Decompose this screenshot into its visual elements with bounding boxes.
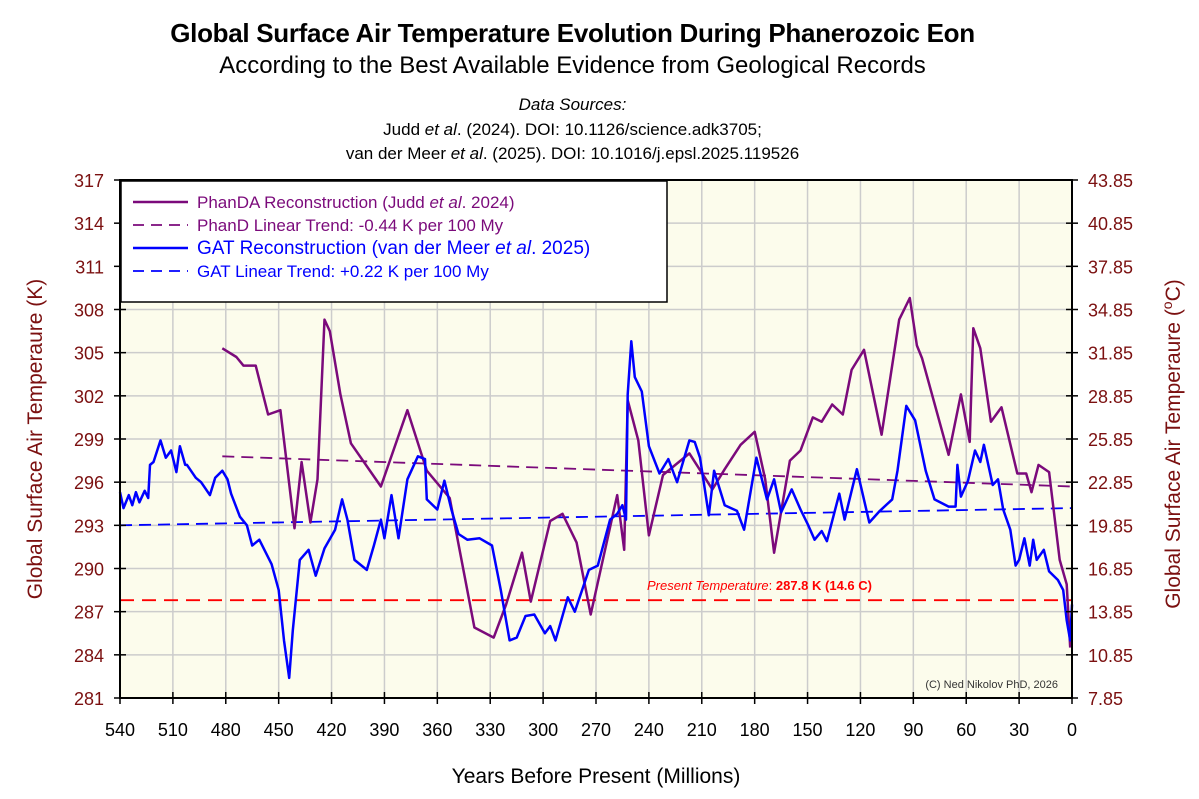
legend-entry-etal: et al <box>429 193 462 212</box>
source-judd-author: Judd <box>383 120 425 139</box>
legend: PhanDA Reconstruction (Judd et al. 2024)… <box>120 180 668 303</box>
series-line-gat <box>118 339 1074 680</box>
present-label-italic: Present Temperature <box>647 578 769 593</box>
y2-tick-label: 10.85 <box>1088 646 1133 666</box>
y2-tick-label: 37.85 <box>1088 257 1133 277</box>
x-tick-label: 0 <box>1067 720 1077 740</box>
y2-tick-label: 22.85 <box>1088 473 1133 493</box>
y-tick-label: 281 <box>74 689 104 709</box>
x-tick-label: 540 <box>105 720 135 740</box>
data-sources-label: Data Sources: <box>518 95 627 114</box>
y2-tick-label: 40.85 <box>1088 214 1133 234</box>
y-axis-title-right: Global Surface Air Temperaure (oC) <box>1159 279 1185 609</box>
y-tick-label: 308 <box>74 301 104 321</box>
x-axis-title: Years Before Present (Millions) <box>452 765 741 788</box>
legend-entry-etal: et al <box>495 238 532 259</box>
y-tick-label: 290 <box>74 560 104 580</box>
x-tick-label: 450 <box>264 720 294 740</box>
y2-tick-label: 28.85 <box>1088 387 1133 407</box>
series-line-gat_trend <box>119 507 1073 527</box>
y2-tick-label: 19.85 <box>1088 516 1133 536</box>
series-layer <box>118 296 1074 680</box>
legend-entry: PhanDA Reconstruction (Judd et al. 2024) <box>197 193 515 212</box>
source-judd-etal: et al <box>424 120 457 139</box>
y-tick-label: 311 <box>75 257 104 277</box>
y2-tick-label: 16.85 <box>1088 560 1133 580</box>
source-judd-doi: . (2024). DOI: 10.1126/science.adk3705; <box>456 120 762 139</box>
y2-tick-label: 7.85 <box>1088 689 1123 709</box>
legend-entry: GAT Linear Trend: +0.22 K per 100 My <box>197 262 489 281</box>
y2-tick-label: 31.85 <box>1088 344 1133 364</box>
x-tick-label: 360 <box>422 720 452 740</box>
x-tick-label: 390 <box>369 720 399 740</box>
source-judd: Judd et al. (2024). DOI: 10.1126/science… <box>0 120 1145 140</box>
x-tick-label: 30 <box>1009 720 1029 740</box>
x-tick-label: 210 <box>687 720 717 740</box>
y2-tick-label: 13.85 <box>1088 603 1133 623</box>
y-tick-label: 287 <box>74 603 104 623</box>
y-tick-label: 284 <box>74 646 104 666</box>
source-vandermeer: van der Meer et al. (2025). DOI: 10.1016… <box>0 144 1145 164</box>
present-temperature-label: Present Temperature: 287.8 K (14.6 C) <box>647 578 872 593</box>
y2-title-unit: C) <box>1162 279 1185 301</box>
y-tick-label: 305 <box>74 344 104 364</box>
x-tick-label: 240 <box>634 720 664 740</box>
y2-tick-label: 25.85 <box>1088 430 1133 450</box>
legend-entry-text: PhanD Linear Trend: -0.44 K per 100 My <box>197 216 504 235</box>
y2-title-degree: o <box>1159 301 1175 309</box>
y2-title-text: Global Surface Air Temperaure ( <box>1162 309 1185 609</box>
legend-entry: GAT Reconstruction (van der Meer et al. … <box>197 238 590 259</box>
source-vandermeer-etal: et al <box>450 144 483 163</box>
copyright-note: (C) Ned Nikolov PhD, 2026 <box>925 679 1058 691</box>
y2-tick-label: 34.85 <box>1088 301 1133 321</box>
y-tick-label: 296 <box>74 473 104 493</box>
x-tick-label: 300 <box>528 720 558 740</box>
source-vandermeer-doi: . (2025). DOI: 10.1016/j.epsl.2025.11952… <box>482 144 800 163</box>
legend-entry-text: PhanDA Reconstruction (Judd <box>197 193 429 212</box>
x-tick-label: 480 <box>211 720 241 740</box>
x-tick-label: 60 <box>956 720 976 740</box>
y-tick-label: 302 <box>74 387 104 407</box>
legend-entry: PhanD Linear Trend: -0.44 K per 100 My <box>197 216 504 235</box>
x-tick-label: 270 <box>581 720 611 740</box>
legend-entry-text: GAT Reconstruction (van der Meer <box>197 238 495 259</box>
x-tick-label: 420 <box>317 720 347 740</box>
chart-subtitle: According to the Best Available Evidence… <box>219 52 926 79</box>
x-tick-label: 150 <box>793 720 823 740</box>
y-tick-label: 314 <box>74 214 104 234</box>
source-vandermeer-author: van der Meer <box>345 144 451 163</box>
chart-title: Global Surface Air Temperature Evolution… <box>170 18 975 48</box>
x-tick-label: 330 <box>475 720 505 740</box>
y-tick-label: 299 <box>74 430 104 450</box>
x-tick-label: 510 <box>158 720 188 740</box>
ticks: 540 510 480 450 420 390 360 330 300 270 240 210 180 1… <box>74 171 1133 740</box>
x-tick-label: 90 <box>903 720 923 740</box>
legend-entry-text: GAT Linear Trend: +0.22 K per 100 My <box>197 262 489 281</box>
present-label-colon: : <box>769 578 776 593</box>
legend-box <box>120 180 668 303</box>
legend-entry-year: . 2024) <box>462 193 515 212</box>
y2-tick-label: 43.85 <box>1088 171 1133 191</box>
present-label-value: 287.8 K (14.6 C) <box>776 578 872 593</box>
y-tick-label: 317 <box>74 171 104 191</box>
y-tick-label: 293 <box>74 516 104 536</box>
legend-entry-year: . 2025) <box>531 238 590 259</box>
y-axis-title-left: Global Surface Air Temperaure (K) <box>24 279 47 600</box>
x-tick-label: 180 <box>740 720 770 740</box>
x-tick-label: 120 <box>845 720 875 740</box>
